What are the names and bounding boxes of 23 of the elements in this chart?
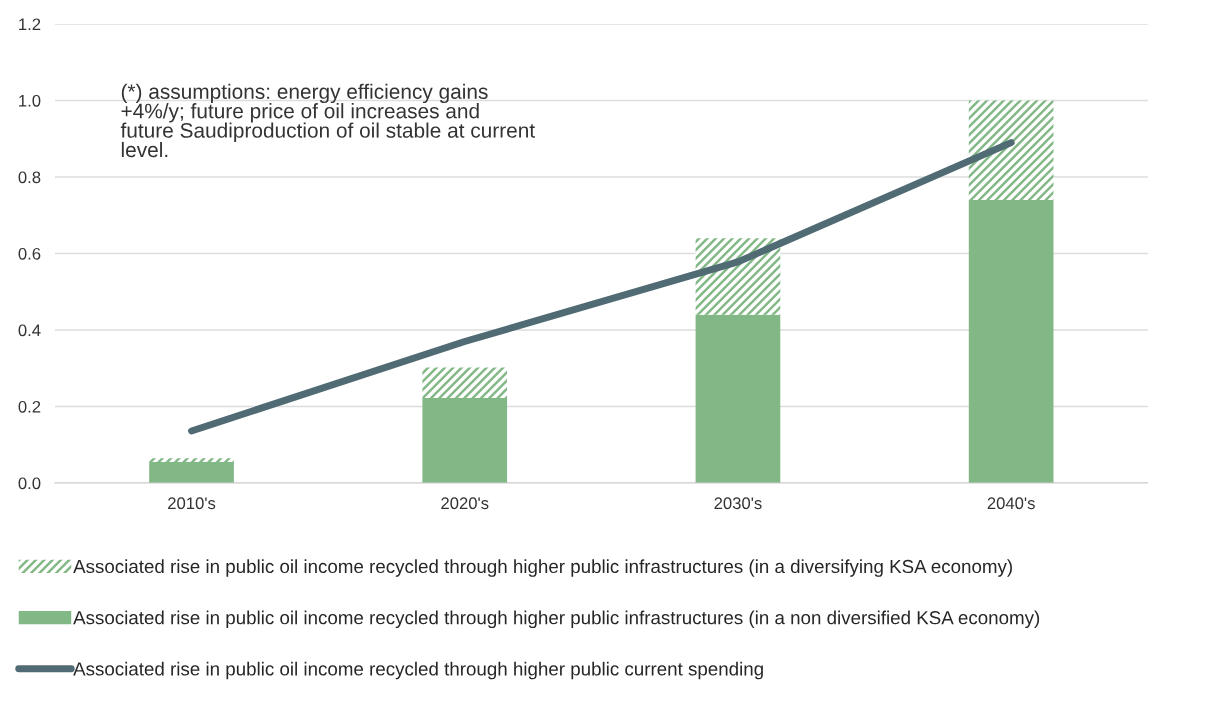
y-tick-label: 0.4 [18,324,41,337]
y-tick-label: 0.6 [18,247,41,260]
bar [422,367,508,399]
x-tick-label: 2030's [714,497,762,510]
bar [695,314,781,483]
x-tick-label: 2020's [441,497,489,510]
x-tick-label: 2010's [168,497,216,510]
bar [968,199,1054,483]
bar [968,100,1054,200]
annotation: (*) assumptions: energy efficiency gains +4%/y; future price of oil increases and future Saudiproduction of oil stable at current level. [120,83,535,158]
legend-label: Associated rise in public oil income recycled through higher public infrastructures (in a non diversified KSA economy) [73,610,1040,629]
bar [695,238,781,315]
y-tick-label: 1.2 [19,18,41,31]
y-tick-label: 0.8 [18,171,41,184]
bar [422,398,508,483]
y-tick-label: 0.2 [18,400,41,413]
legend-label: Associated rise in public oil income recycled through higher public current spending [73,661,763,680]
legend-label: Associated rise in public oil income recycled through higher public infrastructures (in a diversifying KSA economy) [73,559,1012,577]
bar [149,458,234,462]
x-tick-label: 2040's [987,497,1035,510]
y-tick-label: 0.0 [18,477,41,490]
y-tick-label: 1.0 [19,94,41,107]
bar [149,461,234,483]
